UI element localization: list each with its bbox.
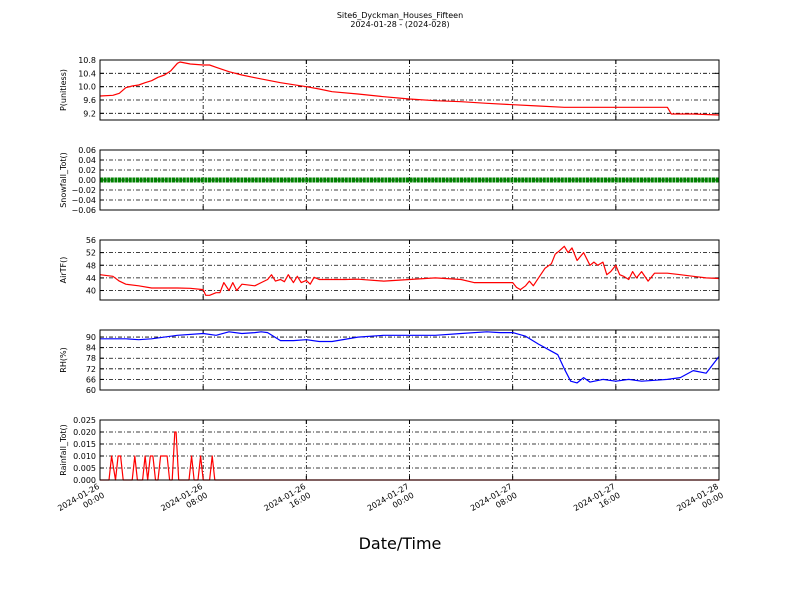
panel-2-ytick-label-1: −0.04 — [71, 196, 96, 205]
panel-5: 0.000 0.005 0.010 0.015 0.020 0.025 Rainfall_T… — [59, 416, 720, 485]
x-tick-label-0: 2024-01-2600:00 — [56, 482, 106, 522]
panel-5-frame — [99, 419, 720, 481]
panel-3-ytick-label-0: 40 — [86, 287, 96, 296]
panel-3-ytick-label-1: 44 — [86, 274, 96, 283]
panel-2-ytick-label-2: −0.02 — [71, 186, 96, 195]
panel-2-ytick-label-0: −0.06 — [71, 206, 96, 215]
panel-3-series — [99, 245, 720, 296]
panel-1-ytick-label-2: 10.0 — [78, 83, 96, 92]
panel-4-series — [100, 331, 720, 384]
panel-4-ylabel: RH(%) — [59, 347, 68, 372]
panel-4-ytick-label-3: 78 — [86, 354, 96, 363]
panel-2-ytick-label-6: 0.06 — [78, 146, 96, 155]
panel-2-ytick-label-4: 0.02 — [78, 166, 96, 175]
panel-3-frame — [99, 239, 720, 301]
panel-2: −0.06−0.04−0.020.000.020.040.06 Snowfall_… — [59, 146, 720, 215]
panel-1-ytick-label-0: 9.2 — [83, 109, 96, 118]
x-tick-label-4: 2024-01-2708:00 — [469, 482, 519, 522]
panel-2-ytick-label-3: 0.00 — [78, 176, 96, 185]
panel-3: 40 44 48 52 56 AirTF() — [59, 236, 720, 301]
x-tick-labels: 2024-01-2600:00 2024-01-2608:00 2024-01-26… — [56, 482, 725, 522]
panel-5-ytick-label-2: 0.010 — [73, 452, 96, 461]
panel-5-ytick-label-0: 0.000 — [73, 476, 96, 485]
panel-3-ytick-label-4: 56 — [86, 236, 96, 245]
panel-2-frame — [99, 149, 720, 211]
x-tick-label-2: 2024-01-2616:00 — [263, 482, 313, 522]
panel-2-ytick-label-5: 0.04 — [78, 156, 96, 165]
panel-1-ytick-label-1: 9.6 — [83, 96, 96, 105]
panel-2-ylabel: Snowfall_Tot() — [59, 152, 68, 208]
panel-3-ytick-label-2: 48 — [86, 261, 96, 270]
panel-5-ytick-label-3: 0.015 — [73, 440, 96, 449]
panel-5-ytick-label-1: 0.005 — [73, 464, 96, 473]
panel-4-ytick-label-2: 72 — [86, 365, 96, 374]
x-tick-label-6: 2024-01-2800:00 — [675, 482, 725, 522]
panel-5-ylabel: Rainfall_Tot() — [59, 424, 68, 476]
panel-4-ytick-label-1: 66 — [86, 375, 96, 384]
chart-subtitle: 2024-01-28 - (2024-028) — [350, 20, 450, 29]
panel-1-ytick-label-3: 10.4 — [78, 69, 96, 78]
chart-title: Site6_Dyckman_Houses_Fifteen — [336, 11, 464, 20]
x-axis-label: Date/Time — [358, 534, 442, 553]
panel-1-series — [99, 61, 720, 116]
panel-3-ylabel: AirTF() — [59, 257, 68, 284]
x-tick-label-5: 2024-01-2716:00 — [572, 482, 622, 522]
panel-1: 9.2 9.6 10.0 10.4 10.8 P(unitless) — [59, 56, 720, 121]
panel-4-frame — [99, 329, 720, 391]
panel-3-ytick-label-3: 52 — [86, 249, 96, 258]
x-tick-label-1: 2024-01-2608:00 — [159, 482, 209, 522]
x-tick-label-3: 2024-01-2700:00 — [366, 482, 416, 522]
panel-4-ytick-label-0: 60 — [86, 386, 96, 395]
panel-5-ytick-label-4: 0.020 — [73, 428, 96, 437]
panel-1-frame — [99, 59, 720, 121]
panel-1-ylabel: P(unitless) — [59, 69, 68, 111]
panel-4-ytick-label-4: 84 — [86, 344, 96, 353]
panel-5-ytick-label-5: 0.025 — [73, 416, 96, 425]
panel-4-ytick-label-5: 90 — [86, 333, 96, 342]
panel-1-ytick-label-4: 10.8 — [78, 56, 96, 65]
